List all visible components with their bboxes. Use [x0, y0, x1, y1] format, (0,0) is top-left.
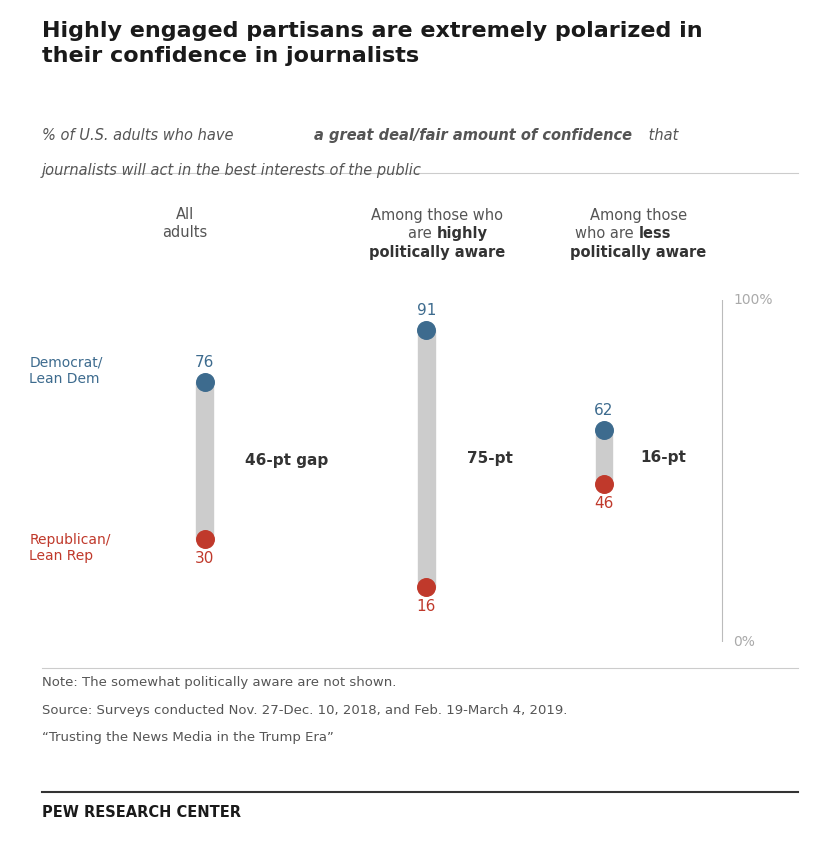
Text: % of U.S. adults who have: % of U.S. adults who have	[42, 128, 238, 144]
Text: PEW RESEARCH CENTER: PEW RESEARCH CENTER	[42, 805, 241, 820]
Text: a great deal/fair amount of confidence: a great deal/fair amount of confidence	[314, 128, 633, 144]
Text: All
adults: All adults	[162, 207, 207, 240]
Text: Democrat/
Lean Dem: Democrat/ Lean Dem	[29, 355, 102, 386]
Point	[420, 324, 433, 337]
Text: Note: The somewhat politically aware are not shown.: Note: The somewhat politically aware are…	[42, 676, 396, 689]
Text: 100%: 100%	[733, 293, 773, 306]
Text: 75-pt: 75-pt	[467, 451, 513, 467]
Text: politically aware: politically aware	[570, 245, 706, 260]
Text: 46-pt gap: 46-pt gap	[245, 453, 328, 468]
Text: are: are	[408, 226, 437, 241]
Point	[198, 375, 212, 389]
Text: 16-pt: 16-pt	[641, 449, 686, 465]
Point	[597, 423, 611, 437]
Text: who are: who are	[575, 226, 638, 241]
Text: 62: 62	[594, 402, 613, 418]
Point	[198, 532, 212, 546]
Text: highly: highly	[437, 226, 488, 241]
Text: journalists will act in the best interests of the public: journalists will act in the best interes…	[42, 163, 422, 178]
Text: “Trusting the News Media in the Trump Era”: “Trusting the News Media in the Trump Er…	[42, 731, 333, 744]
Point	[597, 478, 611, 491]
Text: 0%: 0%	[733, 635, 755, 649]
Point	[420, 580, 433, 594]
Text: Republican/
Lean Rep: Republican/ Lean Rep	[29, 532, 111, 563]
Text: Source: Surveys conducted Nov. 27-Dec. 10, 2018, and Feb. 19-March 4, 2019.: Source: Surveys conducted Nov. 27-Dec. 1…	[42, 704, 567, 716]
Text: 91: 91	[417, 303, 436, 318]
Text: 16: 16	[417, 599, 436, 615]
Text: that: that	[644, 128, 679, 144]
Text: politically aware: politically aware	[369, 245, 505, 260]
Text: less: less	[638, 226, 671, 241]
Text: Among those who: Among those who	[370, 207, 503, 223]
Text: Among those: Among those	[590, 207, 687, 223]
Text: 30: 30	[195, 551, 214, 567]
Text: Highly engaged partisans are extremely polarized in
their confidence in journali: Highly engaged partisans are extremely p…	[42, 21, 702, 66]
Text: 46: 46	[594, 496, 613, 512]
Text: 76: 76	[195, 354, 214, 370]
